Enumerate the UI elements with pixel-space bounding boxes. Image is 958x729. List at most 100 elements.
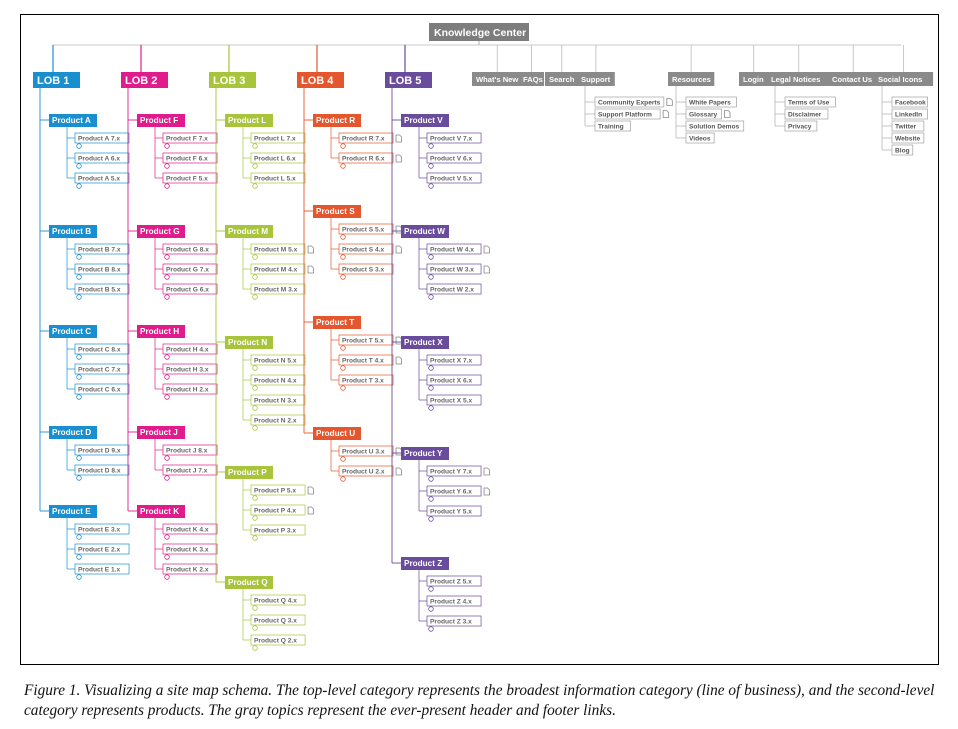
expand-node-icon bbox=[428, 405, 434, 411]
version-node bbox=[426, 374, 482, 386]
version-node bbox=[338, 263, 394, 275]
version-node bbox=[162, 243, 218, 255]
version-label: Product A 6.x bbox=[78, 155, 120, 162]
document-icon bbox=[307, 245, 314, 254]
version-node bbox=[74, 444, 130, 456]
version-node bbox=[338, 152, 394, 164]
expand-node-icon bbox=[252, 515, 258, 521]
header-link-label-contact-us: Contact Us bbox=[832, 75, 872, 84]
header-link-social-icons bbox=[874, 72, 934, 86]
version-label: Product A 7.x bbox=[78, 135, 120, 142]
product-label-product-m: Product M bbox=[228, 227, 268, 236]
lob-node-lob-3 bbox=[209, 72, 256, 88]
version-node bbox=[426, 283, 482, 295]
lob-label-lob-3: LOB 3 bbox=[213, 75, 245, 87]
document-icon bbox=[395, 356, 402, 365]
version-node bbox=[250, 354, 306, 366]
sublink-label-privacy: Privacy bbox=[788, 123, 812, 130]
sublink-node-glossary bbox=[685, 108, 722, 120]
expand-node-icon bbox=[76, 455, 82, 461]
expand-node-icon bbox=[164, 394, 170, 400]
version-node bbox=[426, 394, 482, 406]
version-label: Product G 6.x bbox=[166, 286, 209, 293]
product-label-product-q: Product Q bbox=[228, 578, 268, 587]
version-node bbox=[338, 132, 394, 144]
version-node bbox=[250, 634, 306, 646]
version-node bbox=[162, 152, 218, 164]
product-node-product-a bbox=[49, 114, 97, 127]
version-label: Product X 7.x bbox=[430, 357, 472, 364]
product-node-product-d bbox=[49, 426, 97, 439]
document-icon bbox=[395, 245, 402, 254]
header-link-label-support: Support bbox=[581, 75, 611, 84]
sublink-node-facebook bbox=[891, 96, 928, 108]
expand-node-icon bbox=[164, 554, 170, 560]
version-node bbox=[250, 504, 306, 516]
product-node-product-k bbox=[137, 505, 185, 518]
expand-node-icon bbox=[252, 294, 258, 300]
expand-node-icon bbox=[340, 345, 346, 351]
version-node bbox=[74, 363, 130, 375]
version-label: Product X 5.x bbox=[430, 397, 472, 404]
expand-node-icon bbox=[76, 254, 82, 260]
expand-node-icon bbox=[76, 163, 82, 169]
sublink-node-disclaimer bbox=[784, 108, 829, 120]
version-label: Product D 8.x bbox=[78, 467, 121, 474]
product-label-product-t: Product T bbox=[316, 318, 354, 327]
expand-node-icon bbox=[340, 254, 346, 260]
product-label-product-k: Product K bbox=[140, 507, 179, 516]
version-label: Product Q 3.x bbox=[254, 617, 297, 624]
product-node-product-x bbox=[401, 336, 449, 349]
expand-node-icon bbox=[164, 455, 170, 461]
version-label: Product N 4.x bbox=[254, 377, 297, 384]
product-node-product-e bbox=[49, 505, 97, 518]
sublink-node-community-experts bbox=[594, 96, 665, 108]
product-node-product-u bbox=[313, 427, 361, 440]
product-node-product-m bbox=[225, 225, 273, 238]
version-label: Product K 2.x bbox=[166, 566, 209, 573]
document-icon bbox=[724, 110, 731, 118]
version-label: Product G 7.x bbox=[166, 266, 209, 273]
document-icon bbox=[307, 486, 314, 495]
expand-node-icon bbox=[428, 254, 434, 260]
expand-node-icon bbox=[76, 354, 82, 360]
expand-node-icon bbox=[76, 274, 82, 280]
expand-node-icon bbox=[340, 274, 346, 280]
sublink-label-support-platform: Support Platform bbox=[598, 111, 652, 118]
header-link-faqs bbox=[519, 72, 545, 86]
expand-node-icon bbox=[164, 274, 170, 280]
product-label-product-a: Product A bbox=[52, 116, 91, 125]
product-node-product-l bbox=[225, 114, 273, 127]
version-label: Product T 4.x bbox=[342, 357, 384, 364]
version-node bbox=[162, 263, 218, 275]
version-label: Product S 3.x bbox=[342, 266, 384, 273]
version-node bbox=[426, 152, 482, 164]
document-icon bbox=[395, 336, 402, 345]
version-node bbox=[74, 343, 130, 355]
version-node bbox=[426, 354, 482, 366]
expand-node-icon bbox=[252, 254, 258, 260]
expand-node-icon bbox=[76, 183, 82, 189]
expand-node-icon bbox=[76, 554, 82, 560]
product-label-product-s: Product S bbox=[316, 207, 355, 216]
version-node bbox=[162, 172, 218, 184]
sublink-label-community-experts: Community Experts bbox=[598, 99, 661, 106]
version-node bbox=[338, 334, 394, 346]
expand-node-icon bbox=[164, 574, 170, 580]
expand-node-icon bbox=[76, 394, 82, 400]
product-label-product-h: Product H bbox=[140, 327, 179, 336]
version-node bbox=[338, 243, 394, 255]
header-link-contact-us bbox=[828, 72, 879, 86]
version-label: Product N 5.x bbox=[254, 357, 297, 364]
root-node-label: Knowledge Center bbox=[434, 27, 526, 39]
version-label: Product X 6.x bbox=[430, 377, 472, 384]
version-label: Product V 5.x bbox=[430, 175, 472, 182]
version-label: Product F 6.x bbox=[166, 155, 208, 162]
sublink-label-glossary: Glossary bbox=[689, 111, 718, 118]
version-node bbox=[74, 152, 130, 164]
header-link-label-what-s-new: What's New bbox=[476, 75, 518, 84]
version-label: Product K 4.x bbox=[166, 526, 209, 533]
product-node-product-z bbox=[401, 557, 449, 570]
sublink-label-training: Training bbox=[598, 123, 624, 130]
version-node bbox=[162, 363, 218, 375]
